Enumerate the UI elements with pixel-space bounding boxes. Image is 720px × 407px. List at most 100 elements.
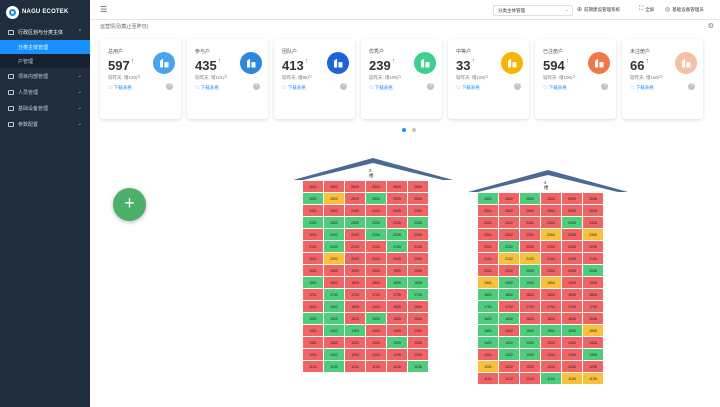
sidebar-item-parameters[interactable]: 参数配置 ⌄ — [0, 116, 90, 132]
unit-cell[interactable]: 2402 — [499, 217, 519, 228]
unit-cell[interactable]: 1803 — [520, 289, 540, 300]
unit-cell[interactable]: 1604 — [366, 301, 386, 312]
unit-cell[interactable]: 2604 — [366, 181, 386, 192]
unit-cell[interactable]: 2103 — [520, 253, 540, 264]
unit-cell[interactable]: 2304 — [541, 229, 561, 240]
unit-cell[interactable]: 2404 — [366, 205, 386, 216]
unit-cell[interactable]: 1103 — [345, 361, 365, 372]
unit-cell[interactable]: 2205 — [387, 229, 407, 240]
unit-cell[interactable]: 2103 — [345, 241, 365, 252]
unit-cell[interactable]: 2405 — [562, 217, 582, 228]
unit-cell[interactable]: 1105 — [562, 373, 582, 384]
unit-cell[interactable]: 1705 — [562, 301, 582, 312]
unit-cell[interactable]: 2306 — [408, 217, 428, 228]
sidebar-subitem-entity-management[interactable]: 分类主体管理 — [0, 40, 90, 54]
unit-cell[interactable]: 1506 — [583, 325, 603, 336]
unit-cell[interactable]: 1103 — [520, 373, 540, 384]
unit-cell[interactable]: 2401 — [478, 217, 498, 228]
unit-cell[interactable]: 1703 — [520, 301, 540, 312]
help-icon[interactable]: ? — [166, 83, 173, 90]
unit-cell[interactable]: 1203 — [520, 361, 540, 372]
help-icon[interactable]: ? — [253, 83, 260, 90]
unit-cell[interactable]: 2204 — [366, 229, 386, 240]
unit-cell[interactable]: 1906 — [408, 265, 428, 276]
unit-cell[interactable]: 2506 — [583, 205, 603, 216]
unit-cell[interactable]: 1101 — [478, 373, 498, 384]
unit-cell[interactable]: 2503 — [345, 193, 365, 204]
unit-cell[interactable]: 2001 — [478, 265, 498, 276]
unit-cell[interactable]: 1102 — [499, 373, 519, 384]
unit-cell[interactable]: 1601 — [478, 313, 498, 324]
unit-cell[interactable]: 1806 — [583, 289, 603, 300]
unit-cell[interactable]: 2403 — [520, 217, 540, 228]
unit-cell[interactable]: 2301 — [303, 217, 323, 228]
unit-cell[interactable]: 2503 — [520, 205, 540, 216]
unit-cell[interactable]: 2405 — [387, 205, 407, 216]
unit-cell[interactable]: 2305 — [387, 217, 407, 228]
unit-cell[interactable]: 1704 — [541, 301, 561, 312]
unit-cell[interactable]: 2102 — [499, 253, 519, 264]
unit-cell[interactable]: 1504 — [366, 313, 386, 324]
unit-cell[interactable]: 1604 — [541, 313, 561, 324]
menu-toggle-icon[interactable]: ☰ — [100, 5, 108, 14]
unit-cell[interactable]: 1203 — [345, 349, 365, 360]
download-link[interactable]: ☁ 下载表格 — [369, 85, 393, 91]
unit-cell[interactable]: 1605 — [387, 301, 407, 312]
unit-cell[interactable]: 1706 — [583, 301, 603, 312]
unit-cell[interactable]: 1606 — [408, 301, 428, 312]
unit-cell[interactable]: 1502 — [324, 313, 344, 324]
unit-cell[interactable]: 1705 — [387, 289, 407, 300]
unit-cell[interactable]: 2005 — [387, 253, 407, 264]
unit-cell[interactable]: 2604 — [541, 193, 561, 204]
sidebar-item-project-internal[interactable]: 项目内部管理 ⌄ — [0, 68, 90, 84]
unit-cell[interactable]: 1805 — [387, 277, 407, 288]
unit-cell[interactable]: 1101 — [303, 361, 323, 372]
unit-cell[interactable]: 1904 — [541, 277, 561, 288]
unit-cell[interactable]: 2605 — [387, 181, 407, 192]
unit-cell[interactable]: 1902 — [499, 277, 519, 288]
unit-cell[interactable]: 2303 — [520, 229, 540, 240]
unit-cell[interactable]: 1501 — [303, 313, 323, 324]
unit-cell[interactable]: 2404 — [541, 217, 561, 228]
unit-cell[interactable]: 1804 — [366, 277, 386, 288]
unit-cell[interactable]: 1401 — [303, 325, 323, 336]
download-link[interactable]: ☁ 下载表格 — [282, 85, 306, 91]
unit-cell[interactable]: 2102 — [324, 241, 344, 252]
unit-cell[interactable]: 1505 — [387, 313, 407, 324]
unit-cell[interactable]: 2606 — [583, 193, 603, 204]
unit-cell[interactable]: 2105 — [387, 241, 407, 252]
unit-cell[interactable]: 2505 — [387, 193, 407, 204]
unit-cell[interactable]: 1701 — [478, 301, 498, 312]
unit-cell[interactable]: 1403 — [520, 337, 540, 348]
unit-cell[interactable]: 1905 — [562, 277, 582, 288]
unit-cell[interactable]: 2406 — [408, 205, 428, 216]
unit-cell[interactable]: 2003 — [345, 253, 365, 264]
unit-cell[interactable]: 1205 — [387, 349, 407, 360]
unit-cell[interactable]: 1804 — [541, 289, 561, 300]
unit-cell[interactable]: 1106 — [408, 361, 428, 372]
download-link[interactable]: ☁ 下载表格 — [630, 85, 654, 91]
unit-cell[interactable]: 1404 — [541, 337, 561, 348]
unit-cell[interactable]: 1303 — [520, 349, 540, 360]
unit-cell[interactable]: 2304 — [366, 217, 386, 228]
unit-cell[interactable]: 1204 — [366, 349, 386, 360]
unit-cell[interactable]: 2605 — [562, 193, 582, 204]
unit-cell[interactable]: 1602 — [324, 301, 344, 312]
unit-cell[interactable]: 1305 — [562, 349, 582, 360]
unit-cell[interactable]: 2004 — [366, 253, 386, 264]
unit-cell[interactable]: 2202 — [499, 241, 519, 252]
unit-cell[interactable]: 2303 — [345, 217, 365, 228]
unit-cell[interactable]: 1206 — [408, 349, 428, 360]
download-link[interactable]: ☁ 下载表格 — [456, 85, 480, 91]
unit-cell[interactable]: 1104 — [541, 373, 561, 384]
unit-cell[interactable]: 1301 — [303, 337, 323, 348]
unit-cell[interactable]: 1402 — [324, 325, 344, 336]
unit-cell[interactable]: 1702 — [324, 289, 344, 300]
unit-cell[interactable]: 1504 — [541, 325, 561, 336]
unit-cell[interactable]: 1201 — [478, 361, 498, 372]
unit-cell[interactable]: 2501 — [478, 205, 498, 216]
unit-cell[interactable]: 1904 — [366, 265, 386, 276]
unit-cell[interactable]: 2401 — [303, 205, 323, 216]
unit-cell[interactable]: 1302 — [324, 337, 344, 348]
unit-cell[interactable]: 1406 — [583, 337, 603, 348]
